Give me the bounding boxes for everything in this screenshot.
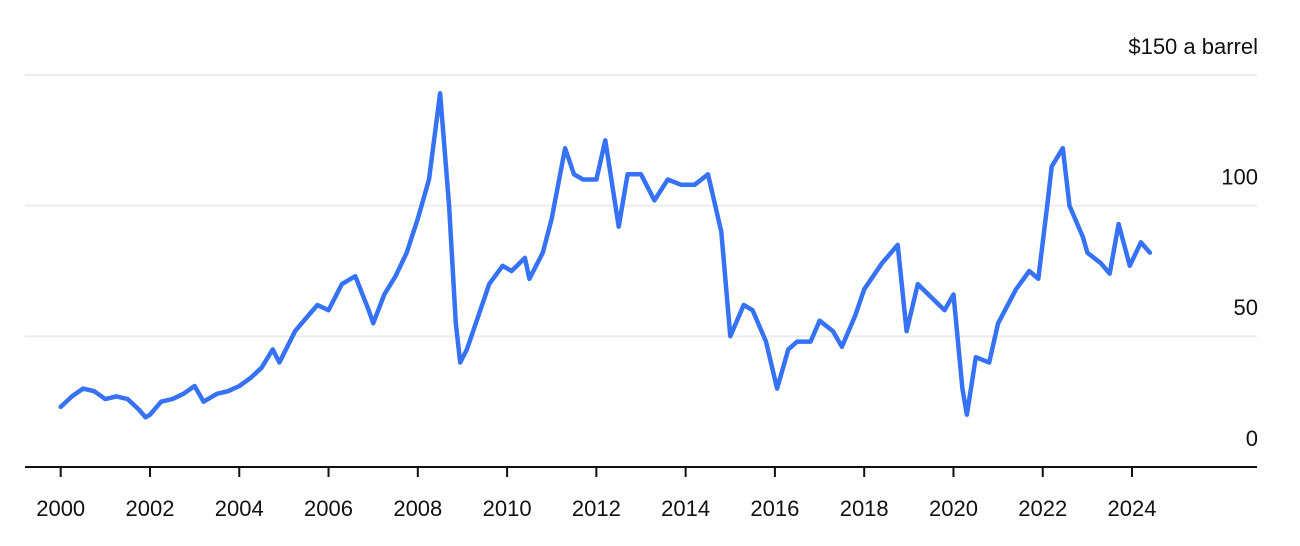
y-tick-label: $150 a barrel (1128, 34, 1258, 59)
x-tick-label: 2014 (661, 496, 710, 521)
x-tick-label: 2016 (750, 496, 799, 521)
x-tick-label: 2004 (215, 496, 264, 521)
x-tick-label: 2010 (483, 496, 532, 521)
x-tick-label: 2020 (929, 496, 978, 521)
y-tick-label: 0 (1246, 426, 1258, 451)
x-tick-label: 2008 (393, 496, 442, 521)
x-tick-label: 2002 (126, 496, 175, 521)
x-tick-label: 2024 (1108, 496, 1157, 521)
y-tick-label: 100 (1221, 164, 1258, 189)
x-tick-label: 2022 (1018, 496, 1067, 521)
x-tick-label: 2000 (36, 496, 85, 521)
x-tick-label: 2012 (572, 496, 621, 521)
price-line (58, 91, 1153, 420)
x-tick-label: 2018 (840, 496, 889, 521)
y-tick-label: 50 (1234, 295, 1258, 320)
x-tick-label: 2006 (304, 496, 353, 521)
